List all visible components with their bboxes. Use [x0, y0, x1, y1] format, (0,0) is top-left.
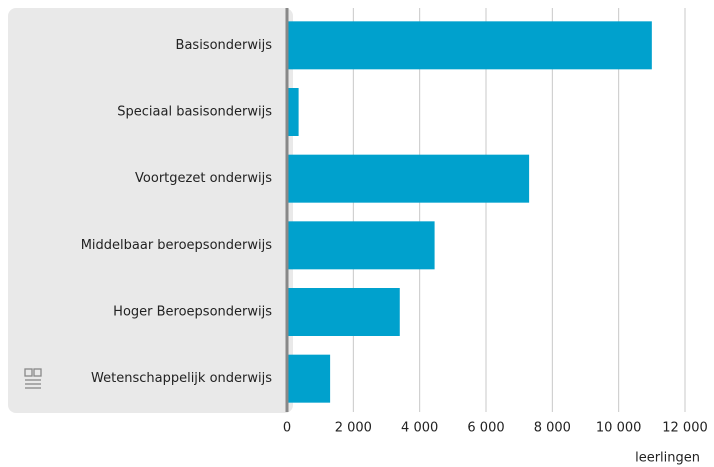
bar — [287, 354, 331, 403]
x-tick-label: 10 000 — [596, 421, 642, 436]
x-tick-label: 0 — [283, 421, 291, 436]
y-tick-label: Middelbaar beroepsonderwijs — [81, 238, 273, 253]
y-tick-label: Basisonderwijs — [176, 38, 273, 53]
x-tick-label: 6 000 — [467, 421, 504, 436]
y-tick-label: Speciaal basisonderwijs — [117, 105, 272, 120]
bar — [287, 21, 652, 70]
bar — [287, 221, 435, 270]
label-panel — [8, 8, 293, 413]
y-tick-label: Hoger Beroepsonderwijs — [113, 305, 272, 320]
x-tick-label: 8 000 — [534, 421, 571, 436]
bar — [287, 288, 400, 336]
bar — [287, 88, 299, 136]
x-axis-label: leerlingen — [635, 451, 700, 466]
x-tick-label: 2 000 — [335, 421, 372, 436]
cbs-logo — [24, 368, 42, 389]
y-tick-label: Wetenschappelijk onderwijs — [91, 371, 272, 386]
x-tick-label: 4 000 — [401, 421, 438, 436]
x-tick-label: 12 000 — [662, 421, 708, 436]
y-tick-label: Voortgezet onderwijs — [135, 171, 272, 186]
bar — [287, 154, 530, 203]
